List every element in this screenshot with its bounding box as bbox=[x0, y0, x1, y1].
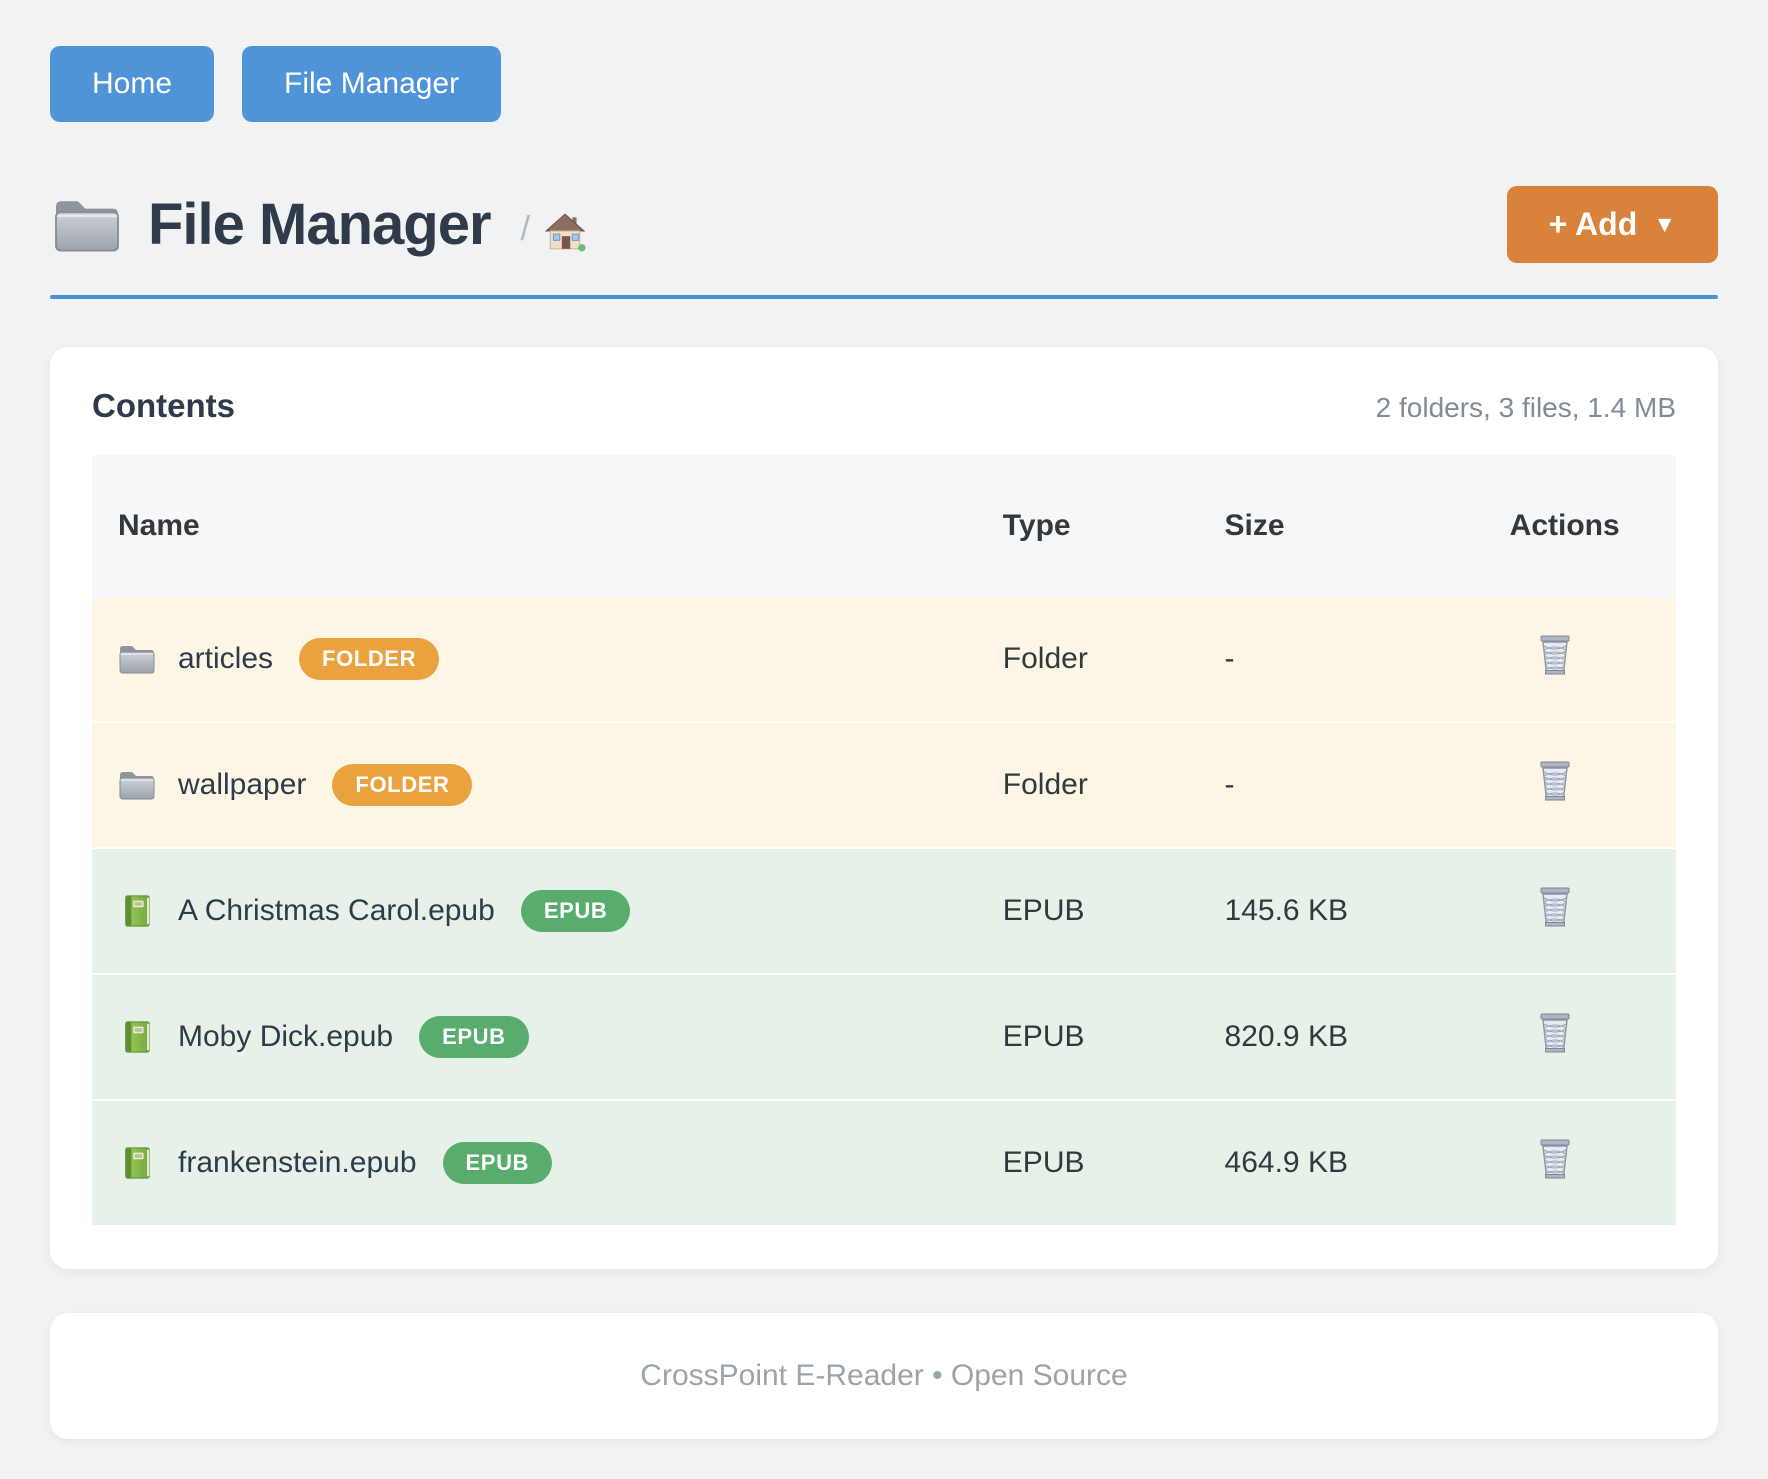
folder-icon bbox=[50, 194, 124, 256]
delete-button[interactable] bbox=[1536, 1012, 1574, 1054]
file-table: Name Type Size Actions articles FOLDER F… bbox=[92, 455, 1676, 1225]
type-badge: FOLDER bbox=[332, 764, 473, 806]
delete-button[interactable] bbox=[1536, 886, 1574, 928]
file-size: 464.9 KB bbox=[1224, 1146, 1348, 1179]
file-size: 820.9 KB bbox=[1224, 1020, 1348, 1053]
top-nav: Home File Manager bbox=[50, 46, 1718, 122]
nav-button-file-manager[interactable]: File Manager bbox=[242, 46, 502, 122]
file-size: - bbox=[1224, 768, 1235, 801]
type-badge: EPUB bbox=[419, 1016, 529, 1058]
page-header: File Manager / + Add ▼ bbox=[50, 186, 1718, 263]
file-type: EPUB bbox=[1002, 894, 1085, 927]
green-book-icon bbox=[118, 894, 156, 928]
file-size: 145.6 KB bbox=[1224, 894, 1348, 927]
contents-heading: Contents bbox=[92, 387, 235, 424]
contents-summary: 2 folders, 3 files, 1.4 MB bbox=[1375, 392, 1676, 423]
house-icon[interactable] bbox=[544, 212, 586, 252]
wastebasket-icon bbox=[1536, 1012, 1574, 1054]
wastebasket-icon bbox=[1536, 634, 1574, 676]
type-badge: FOLDER bbox=[299, 638, 440, 680]
title-group: File Manager / bbox=[50, 191, 586, 258]
file-name: wallpaper bbox=[178, 768, 307, 801]
column-header-type: Type bbox=[1002, 482, 1225, 570]
wastebasket-icon bbox=[1536, 1138, 1574, 1180]
footer-text: CrossPoint E-Reader • Open Source bbox=[640, 1359, 1128, 1392]
chevron-down-icon: ▼ bbox=[1653, 211, 1676, 237]
folder-icon bbox=[118, 768, 156, 802]
green-book-icon bbox=[118, 1020, 156, 1054]
type-badge: EPUB bbox=[442, 1142, 553, 1184]
add-button[interactable]: + Add ▼ bbox=[1506, 186, 1718, 263]
file-type: EPUB bbox=[1002, 1146, 1085, 1179]
wastebasket-icon bbox=[1536, 760, 1574, 802]
table-row[interactable]: Moby Dick.epub EPUB EPUB 820.9 KB bbox=[92, 975, 1676, 1101]
table-row[interactable]: frankenstein.epub EPUB EPUB 464.9 KB bbox=[92, 1101, 1676, 1225]
breadcrumb-separator: / bbox=[520, 210, 530, 248]
wastebasket-icon bbox=[1536, 886, 1574, 928]
file-name: frankenstein.epub bbox=[178, 1146, 417, 1179]
green-book-icon bbox=[118, 1146, 156, 1180]
contents-card-header: Contents 2 folders, 3 files, 1.4 MB bbox=[92, 387, 1676, 425]
column-header-actions: Actions bbox=[1509, 482, 1676, 570]
delete-button[interactable] bbox=[1536, 760, 1574, 802]
file-name: articles bbox=[178, 642, 274, 675]
table-row[interactable]: A Christmas Carol.epub EPUB EPUB 145.6 K… bbox=[92, 849, 1676, 975]
file-name: A Christmas Carol.epub bbox=[178, 894, 495, 927]
file-type: EPUB bbox=[1002, 1020, 1085, 1053]
file-type: Folder bbox=[1002, 642, 1088, 675]
table-header-row: Name Type Size Actions bbox=[92, 455, 1676, 597]
nav-button-home[interactable]: Home bbox=[50, 46, 215, 122]
add-button-label: + Add bbox=[1548, 206, 1638, 242]
delete-button[interactable] bbox=[1536, 1138, 1574, 1180]
folder-icon bbox=[118, 642, 156, 676]
page-title: File Manager bbox=[148, 192, 492, 257]
table-row[interactable]: articles FOLDER Folder - bbox=[92, 597, 1676, 723]
header-divider bbox=[50, 295, 1718, 299]
file-size: - bbox=[1224, 642, 1235, 675]
type-badge: EPUB bbox=[520, 890, 631, 932]
footer-card: CrossPoint E-Reader • Open Source bbox=[50, 1313, 1718, 1439]
column-header-size: Size bbox=[1224, 482, 1510, 570]
file-name: Moby Dick.epub bbox=[178, 1020, 394, 1053]
file-type: Folder bbox=[1002, 768, 1088, 801]
table-row[interactable]: wallpaper FOLDER Folder - bbox=[92, 723, 1676, 849]
delete-button[interactable] bbox=[1536, 634, 1574, 676]
contents-card: Contents 2 folders, 3 files, 1.4 MB Name… bbox=[50, 347, 1718, 1269]
column-header-name: Name bbox=[92, 482, 1003, 570]
